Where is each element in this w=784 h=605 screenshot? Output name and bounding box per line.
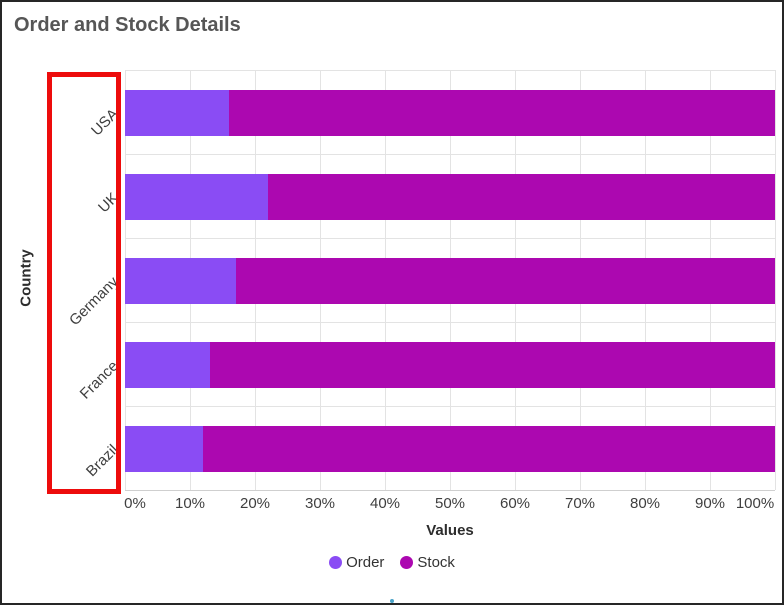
x-tick-label-100pct: 100% [735, 495, 775, 512]
bar-segment-order-usa[interactable] [125, 90, 229, 136]
category-label-uk: UK [95, 189, 123, 217]
category-label-brazil: Brazil [83, 441, 123, 481]
bar-segment-stock-brazil[interactable] [203, 426, 775, 472]
x-tick-label-90pct: 90% [694, 495, 726, 512]
x-tick-label-30pct: 30% [304, 495, 336, 512]
x-tick-label-80pct: 80% [629, 495, 661, 512]
x-tick-label-20pct: 20% [239, 495, 271, 512]
gridline-horizontal [125, 406, 775, 407]
x-axis-line [125, 490, 775, 491]
gridline-horizontal [125, 154, 775, 155]
x-tick-label-50pct: 50% [434, 495, 466, 512]
chart-title: Order and Stock Details [14, 14, 241, 36]
x-tick-label-0pct: 0% [124, 495, 146, 512]
y-axis-labels: USA UK Germany France Brazil [2, 70, 123, 490]
legend-label: Order [346, 554, 385, 571]
chart-legend: Order Stock [2, 554, 782, 571]
x-tick-label-60pct: 60% [499, 495, 531, 512]
plot-area [125, 70, 776, 490]
bar-segment-stock-uk[interactable] [268, 174, 775, 220]
resize-handle-dot [390, 599, 394, 603]
bar-segment-order-brazil[interactable] [125, 426, 203, 472]
legend-item-order[interactable]: Order [329, 554, 384, 571]
legend-marker-circle-icon [329, 556, 343, 569]
gridline-vertical [775, 70, 776, 490]
category-label-usa: USA [88, 105, 123, 140]
x-tick-label-10pct: 10% [174, 495, 206, 512]
legend-label: Stock [417, 554, 455, 571]
legend-marker-circle-icon [400, 556, 414, 569]
bar-segment-order-germany[interactable] [125, 258, 236, 304]
category-label-germany: Germany [66, 273, 123, 330]
category-label-france: France [76, 357, 123, 403]
bar-segment-stock-germany[interactable] [235, 258, 775, 304]
gridline-horizontal [125, 238, 775, 239]
x-axis-title: Values [426, 522, 474, 539]
bar-segment-stock-usa[interactable] [229, 90, 775, 136]
gridline-horizontal [125, 70, 775, 71]
x-tick-label-40pct: 40% [369, 495, 401, 512]
bar-segment-order-uk[interactable] [125, 174, 268, 220]
bar-segment-order-france[interactable] [125, 342, 210, 388]
x-tick-label-70pct: 70% [564, 495, 596, 512]
x-axis-tick-labels: 0% 10% 20% 30% 40% 50% 60% 70% 80% 90% 100% [124, 495, 775, 515]
bar-segment-stock-france[interactable] [209, 342, 775, 388]
legend-item-stock[interactable]: Stock [400, 554, 455, 571]
gridline-horizontal [125, 322, 775, 323]
